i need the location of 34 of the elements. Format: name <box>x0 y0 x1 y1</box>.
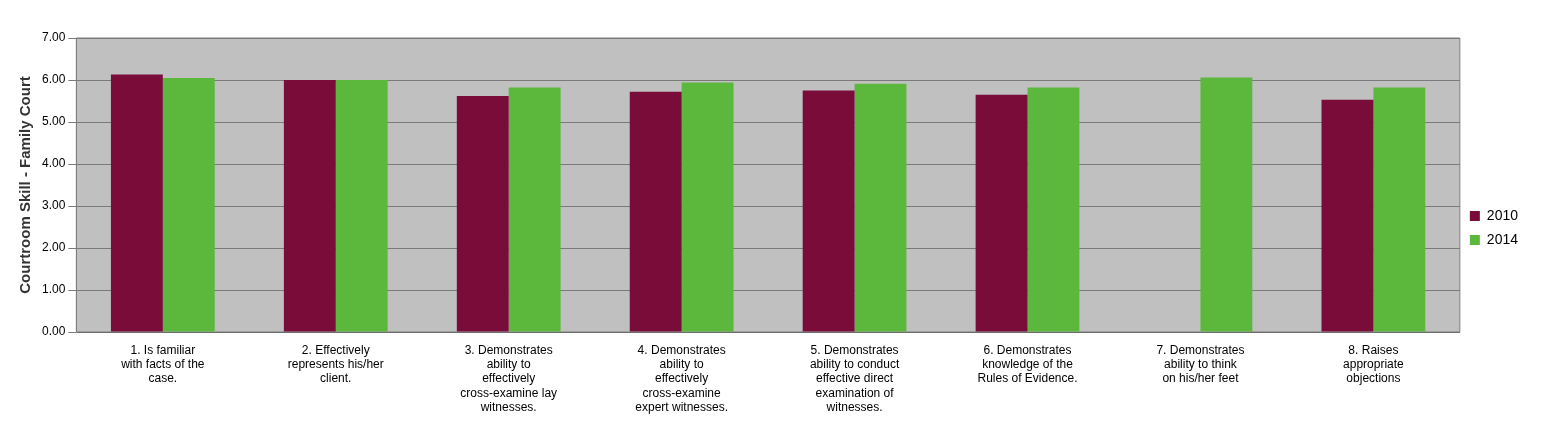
bar <box>629 91 682 332</box>
bar <box>975 94 1028 332</box>
x-tick-label: 3. Demonstrates ability to effectively cross-examine lay witnesses. <box>460 342 558 415</box>
x-tick-label: 1. Is familiar with facts of the case. <box>120 342 205 386</box>
bar <box>456 95 509 332</box>
bar <box>508 87 561 332</box>
bar <box>283 80 336 332</box>
bar <box>162 77 215 332</box>
x-tick-label: 5. Demonstrates ability to conduct effective direct examination of witnesses. <box>809 342 900 415</box>
x-tick-label: 4. Demonstrates ability to effectively cross-examine expert witnesses. <box>635 342 728 415</box>
bar <box>1027 87 1080 332</box>
y-tick-label: 5.00 <box>42 114 66 129</box>
bar <box>854 83 907 332</box>
x-tick-label: 8. Raises appropriate objections <box>1343 342 1405 386</box>
y-tick-label: 2.00 <box>42 240 66 255</box>
y-tick-label: 6.00 <box>42 72 66 87</box>
x-tick-label: 6. Demonstrates knowledge of the Rules of Evidence. <box>977 342 1078 386</box>
y-tick-label: 0.00 <box>42 324 66 339</box>
x-tick-label: 7. Demonstrates ability to think on his/her feet <box>1156 342 1245 386</box>
bar <box>110 74 163 332</box>
bar <box>1373 87 1426 332</box>
y-tick-label: 3.00 <box>42 198 66 213</box>
legend-label: 2010 <box>1486 206 1519 223</box>
x-tick-label: 2. Effectively represents his/her client. <box>287 342 384 386</box>
y-tick-label: 4.00 <box>42 156 66 171</box>
bar <box>1321 99 1374 332</box>
y-tick-label: 7.00 <box>42 30 66 45</box>
bar <box>1200 77 1253 332</box>
legend-label: 2014 <box>1486 230 1519 247</box>
bar <box>802 90 855 332</box>
y-axis-title: Courtroom Skill - Family Court <box>16 76 34 294</box>
y-tick-label: 1.00 <box>42 282 66 297</box>
bar <box>681 82 734 332</box>
bar <box>335 80 388 332</box>
